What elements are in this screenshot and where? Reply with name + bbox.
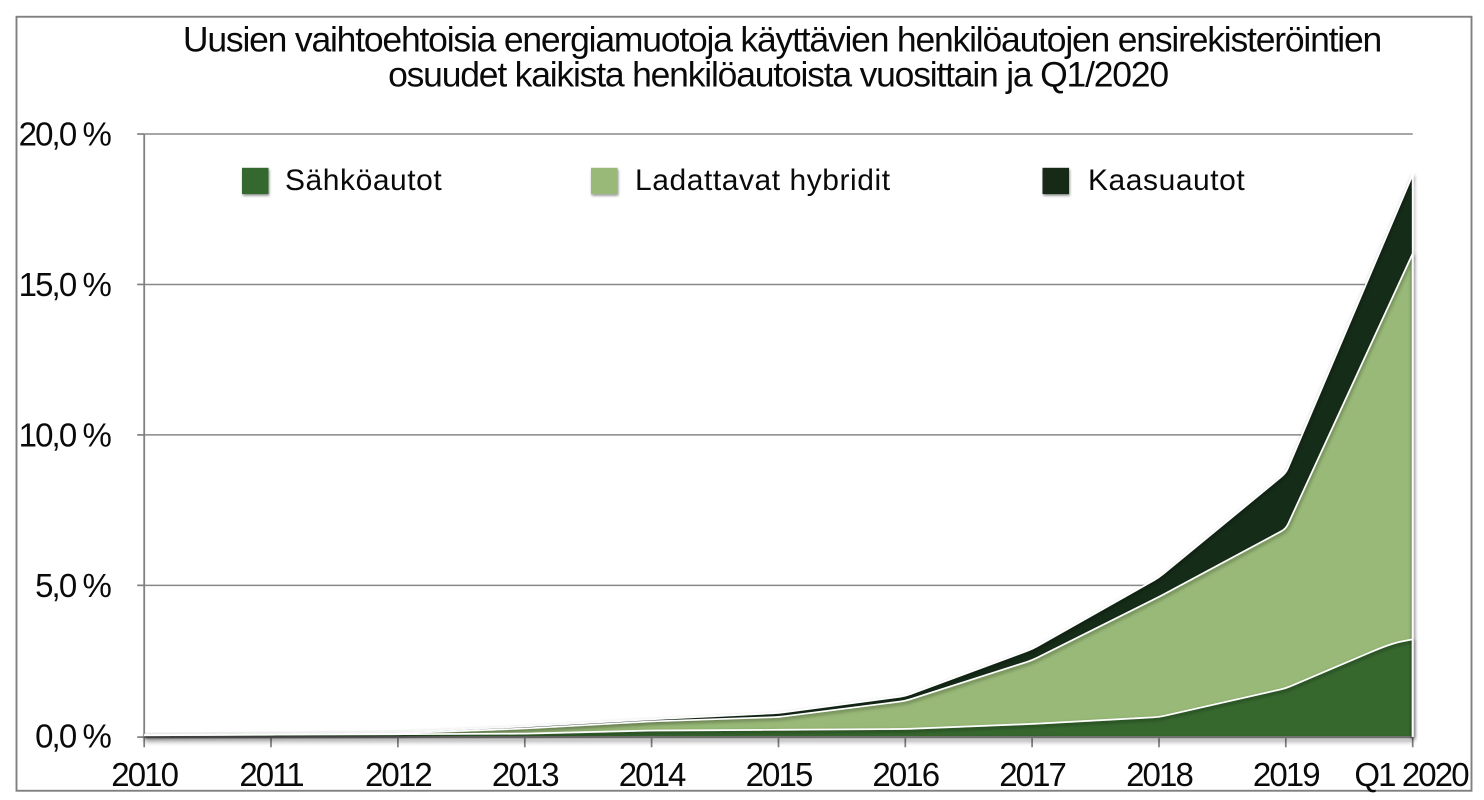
svg-text:2015: 2015 [746, 756, 812, 793]
svg-text:2011: 2011 [239, 756, 303, 793]
svg-text:20,0 %: 20,0 % [19, 116, 112, 153]
svg-text:15,0 %: 15,0 % [19, 266, 112, 303]
svg-text:2014: 2014 [619, 756, 686, 793]
svg-text:Uusien vaihtoehtoisia energiam: Uusien vaihtoehtoisia energiamuotoja käy… [183, 20, 1381, 60]
svg-text:2018: 2018 [1126, 756, 1192, 793]
svg-text:0,0 %: 0,0 % [35, 717, 111, 754]
svg-text:2010: 2010 [111, 756, 178, 793]
svg-text:2012: 2012 [365, 756, 431, 793]
svg-text:2019: 2019 [1253, 756, 1319, 793]
svg-text:2017: 2017 [999, 756, 1065, 793]
svg-text:2013: 2013 [492, 756, 558, 793]
svg-text:10,0 %: 10,0 % [19, 417, 112, 454]
svg-text:Sähköautot: Sähköautot [285, 164, 442, 197]
svg-text:Ladattavat hybridit: Ladattavat hybridit [635, 164, 891, 197]
svg-text:Q1 2020: Q1 2020 [1354, 756, 1469, 793]
svg-text:osuudet kaikista henkilöautois: osuudet kaikista henkilöautoista vuositt… [388, 55, 1168, 95]
svg-text:Kaasuautot: Kaasuautot [1088, 164, 1245, 197]
svg-text:2016: 2016 [872, 756, 938, 793]
svg-text:5,0 %: 5,0 % [35, 567, 111, 604]
